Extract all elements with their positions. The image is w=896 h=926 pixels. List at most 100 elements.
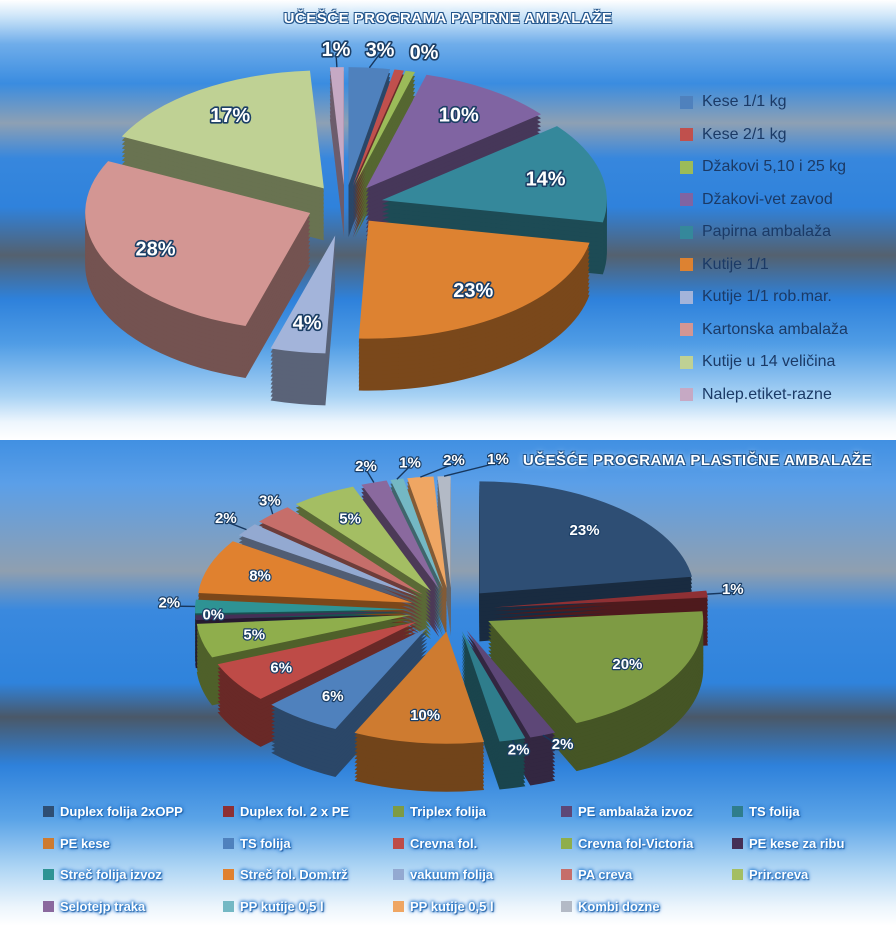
legend-color-swatch-icon [732,869,743,881]
pie-slice-0[interactable] [479,481,692,594]
pie-slice-1[interactable] [352,69,404,186]
legend-item[interactable]: Duplex fol. 2 x PE [223,796,393,828]
paper-chart-legend: Kese 1/1 kg Kese 2/1 kg Džakovi 5,10 i 25 … [680,86,892,411]
pie-slice-18[interactable] [437,476,451,589]
legend-item[interactable]: Selotejp traka [43,891,223,923]
legend-item-label: TS folija [749,804,800,820]
pie-slice-8[interactable] [121,70,324,189]
pie-slice-percentage-label: 23% [453,280,493,302]
pie-slice-5[interactable] [354,631,485,744]
plastic-packaging-chart-panel: 23% 1% 20% 2% 2% 10% 6% 6% 5% 0% 2% 8% 2% 3% 5% 2% 1% 2% 1… [0,440,896,926]
legend-item[interactable]: Kutije 1/1 rob.mar. [680,281,892,314]
legend-color-swatch-icon [43,869,54,881]
pie-slice-4[interactable] [461,631,526,742]
paper-packaging-pie: 3% 0% 10% 14% 23% 4% 28% 17% 1% [85,37,607,406]
pie-slice-percentage-label: 17% [210,105,250,127]
pie-slice-3[interactable] [365,74,542,189]
pie-slice-7[interactable] [217,621,417,699]
legend-item-label: Kutije u 14 veličina [702,353,836,371]
pie-slice-17[interactable] [407,476,447,589]
pie-slice-percentage-label: 0% [410,42,439,64]
plastic-chart-legend: Duplex folija 2xOPP Duplex fol. 2 x PE Tri… [43,796,893,922]
pie-slice-percentage-label: 6% [270,660,292,677]
legend-color-swatch-icon [680,225,693,239]
pie-slice-4[interactable] [381,126,607,223]
legend-color-swatch-icon [561,869,572,881]
legend-item[interactable]: PE ambalaža izvoz [561,796,732,828]
pie-slice-percentage-label: 1% [487,451,509,468]
legend-item[interactable]: Džakovi 5,10 i 25 kg [680,151,892,184]
legend-item[interactable]: vakuum folija [393,859,561,891]
pie-slice-percentage-label: 3% [366,40,395,62]
pie-slice-percentage-label: 8% [249,567,271,584]
legend-item-label: Kutije 1/1 [702,255,769,273]
legend-item[interactable]: Džakovi-vet zavod [680,184,892,217]
legend-color-swatch-icon [680,128,693,142]
pie-slice-13[interactable] [259,507,423,595]
legend-item-label: PE ambalaža izvoz [578,804,693,820]
legend-item[interactable]: Kese 2/1 kg [680,119,892,152]
legend-item[interactable]: Duplex folija 2xOPP [43,796,223,828]
pie-slice-percentage-label: 5% [243,627,265,644]
legend-color-swatch-icon [680,290,693,304]
pie-slice-1[interactable] [493,590,708,608]
legend-item[interactable]: Kese 1/1 kg [680,86,892,119]
label-leader-line [443,462,499,477]
legend-item[interactable]: Kutije u 14 veličina [680,346,892,379]
legend-item-label: TS folija [240,835,291,851]
pie-slice-11[interactable] [198,541,413,603]
legend-item[interactable]: TS folija [223,828,393,860]
legend-item[interactable]: Crevna fol. [393,828,561,860]
pie-slice-percentage-label: 20% [612,656,642,673]
legend-item[interactable]: Streč fol. Dom.trž [223,859,393,891]
pie-slice-percentage-label: 28% [136,238,176,260]
pie-slice-6[interactable] [270,235,336,354]
pie-slice-3[interactable] [466,630,556,738]
legend-item[interactable]: Crevna fol-Victoria [561,828,732,860]
legend-item[interactable]: Papirna ambalaža [680,216,892,249]
legend-item[interactable]: PP kutije 0,5 l [393,891,561,923]
pie-slice-8[interactable] [196,615,412,658]
pie-slice-6[interactable] [271,627,428,729]
pie-slice-16[interactable] [390,478,443,589]
pie-slice-2[interactable] [354,70,416,186]
pie-slice-15[interactable] [361,480,440,590]
legend-item-label: Kutije 1/1 rob.mar. [702,288,832,306]
legend-color-swatch-icon [393,837,404,849]
pie-slice-7[interactable] [85,161,311,327]
legend-item[interactable]: Streč folija izvoz [43,859,223,891]
legend-item-label: Crevna fol. [410,835,478,851]
legend-color-swatch-icon [561,900,572,912]
legend-color-swatch-icon [561,806,572,818]
legend-item[interactable]: PE kese za ribu [732,828,893,860]
legend-item-label: PE kese [60,835,110,851]
paper-chart-title: UČEŠĆE PROGRAMA PAPIRNE AMBALAŽE [283,10,613,27]
legend-item[interactable]: Kutije 1/1 [680,249,892,282]
legend-item[interactable]: Triplex folija [393,796,561,828]
legend-item-label: Triplex folija [410,804,486,820]
legend-item-label: Streč fol. Dom.trž [240,867,348,883]
legend-color-swatch-icon [393,900,404,912]
pie-slice-9[interactable] [329,67,344,186]
pie-slice-5[interactable] [358,220,590,339]
legend-item[interactable]: PE kese [43,828,223,860]
legend-color-swatch-icon [680,193,693,207]
pie-slice-percentage-label: 2% [215,510,237,527]
pie-slice-10[interactable] [195,599,411,614]
legend-item[interactable]: Nalep.etiket-razne [680,379,892,412]
legend-item[interactable]: PA creva [561,859,732,891]
legend-item[interactable]: Prir.creva [732,859,893,891]
pie-slice-12[interactable] [238,524,419,597]
legend-item[interactable]: Kombi dozne [561,891,732,923]
legend-item[interactable]: PP kutije 0,5 l [223,891,393,923]
legend-color-swatch-icon [680,323,693,337]
pie-slice-2[interactable] [488,611,704,724]
legend-item-label: Streč folija izvoz [60,867,162,883]
pie-slice-0[interactable] [348,67,391,186]
pie-slice-14[interactable] [295,486,431,592]
pie-slice-9[interactable] [195,611,411,621]
legend-item[interactable]: Kartonska ambalaža [680,314,892,347]
legend-item[interactable]: TS folija [732,796,893,828]
label-leader-line [420,463,455,478]
label-leader-line [511,739,520,754]
